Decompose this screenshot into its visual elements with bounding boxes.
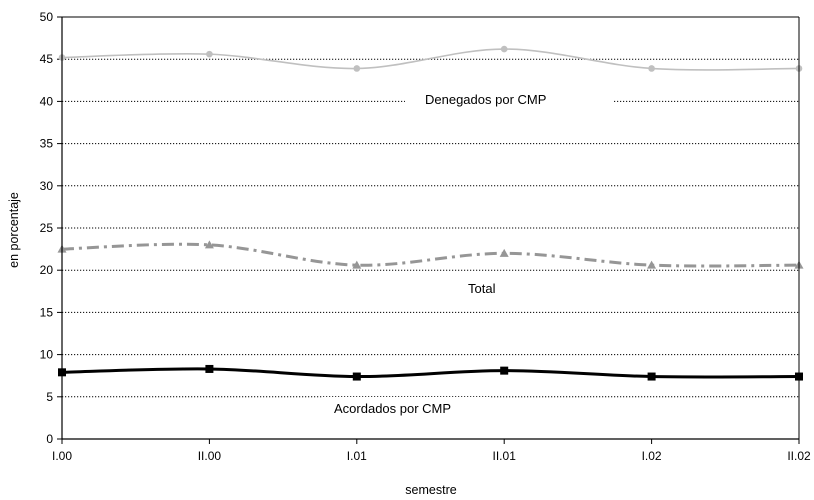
series-label-denegados: Denegados por CMP (425, 92, 546, 107)
y-tick-label: 5 (46, 390, 53, 404)
y-tick-label: 0 (46, 432, 53, 446)
series-line-denegados-por-cmp (62, 49, 799, 70)
x-tick-label: II.01 (493, 449, 517, 463)
x-tick-label: I.01 (347, 449, 367, 463)
data-point-total (647, 261, 656, 269)
y-tick-label: 30 (40, 179, 54, 193)
y-tick-label: 50 (40, 10, 54, 24)
data-point-denegados-por-cmp (648, 65, 655, 72)
y-axis-title: en porcentaje (7, 192, 21, 268)
series-line-acordados-por-cmp (62, 369, 799, 377)
y-axis-ticks: 0 5 10 15 20 25 30 35 40 45 50 (40, 10, 62, 446)
data-point-acordados-por-cmp (353, 373, 361, 381)
x-axis-ticks: I.00 II.00 I.01 II.01 I.02 II.02 (52, 439, 811, 463)
data-point-denegados-por-cmp (501, 46, 508, 53)
data-point-total (500, 249, 509, 257)
y-tick-label: 45 (40, 52, 54, 66)
data-point-denegados-por-cmp (206, 51, 213, 58)
y-tick-label: 15 (40, 305, 54, 319)
x-axis-title: semestre (405, 483, 456, 497)
x-tick-label: II.02 (787, 449, 811, 463)
series-line-total (62, 244, 799, 266)
x-tick-label: I.00 (52, 449, 72, 463)
x-tick-label: I.02 (642, 449, 662, 463)
y-tick-label: 10 (40, 348, 54, 362)
x-tick-label: II.00 (198, 449, 222, 463)
series-label-acordados: Acordados por CMP (334, 401, 451, 416)
y-tick-label: 25 (40, 221, 54, 235)
series-label-total: Total (468, 281, 496, 296)
data-point-acordados-por-cmp (500, 367, 508, 375)
y-tick-label: 35 (40, 137, 54, 151)
data-point-acordados-por-cmp (205, 365, 213, 373)
data-point-denegados-por-cmp (354, 65, 361, 72)
y-tick-label: 40 (40, 94, 54, 108)
series-labels: Denegados por CMP Total Acordados por CM… (322, 88, 613, 419)
data-point-acordados-por-cmp (648, 373, 656, 381)
y-tick-label: 20 (40, 263, 54, 277)
